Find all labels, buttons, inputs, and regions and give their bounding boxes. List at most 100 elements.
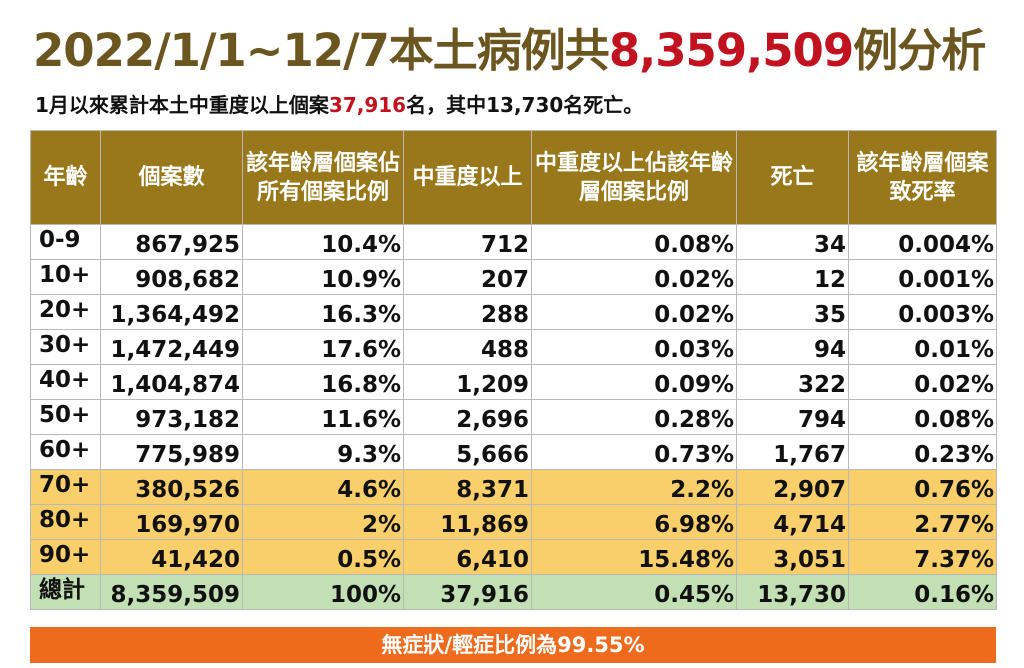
cell-case-count: 1,472,449 xyxy=(100,329,243,365)
cell-severe: 6,410 xyxy=(403,539,532,575)
cell-severe-share: 2.2% xyxy=(531,469,737,505)
cell-severe-share: 6.98% xyxy=(531,504,737,540)
header-row: 年齡 個案數 該年齡層個案佔所有個案比例 中重度以上 中重度以上佔該年齡層個案比… xyxy=(30,130,997,225)
cell-age: 60+ xyxy=(30,434,101,470)
cell-severe-share: 15.48% xyxy=(531,539,737,575)
cell-deaths: 12 xyxy=(736,259,849,295)
cell-age: 總計 xyxy=(30,574,101,610)
cell-case-count: 775,989 xyxy=(100,434,243,470)
cell-case-share: 0.5% xyxy=(242,539,404,575)
cell-deaths: 34 xyxy=(736,224,849,260)
table-row: 80+ 169,970 2% 11,869 6.98% 4,714 2.77% xyxy=(30,504,997,540)
cell-severe: 288 xyxy=(403,294,532,330)
cell-case-share: 2% xyxy=(242,504,404,540)
cell-age: 0-9 xyxy=(30,224,101,260)
cell-case-count: 1,404,874 xyxy=(100,364,243,400)
subtitle-prefix: 1月以來累計本土中重度以上個案 xyxy=(35,93,329,117)
cell-severe: 1,209 xyxy=(403,364,532,400)
cell-severe-share: 0.08% xyxy=(531,224,737,260)
cell-fatality-rate: 0.01% xyxy=(848,329,997,365)
asymptomatic-ratio-banner: 無症狀/輕症比例為99.55% xyxy=(30,627,996,663)
header-severe: 中重度以上 xyxy=(403,130,532,225)
cell-deaths: 94 xyxy=(736,329,849,365)
cell-severe-share: 0.02% xyxy=(531,294,737,330)
cell-severe: 11,869 xyxy=(403,504,532,540)
cell-severe-share: 0.45% xyxy=(531,574,737,610)
age-group-table: 年齡 個案數 該年齡層個案佔所有個案比例 中重度以上 中重度以上佔該年齡層個案比… xyxy=(30,130,997,610)
cell-deaths: 794 xyxy=(736,399,849,435)
cell-severe: 8,371 xyxy=(403,469,532,505)
cell-fatality-rate: 7.37% xyxy=(848,539,997,575)
cell-age: 10+ xyxy=(30,259,101,295)
cell-case-share: 16.8% xyxy=(242,364,404,400)
header-deaths: 死亡 xyxy=(736,130,849,225)
header-age: 年齡 xyxy=(30,130,101,225)
cell-age: 90+ xyxy=(30,539,101,575)
cell-severe: 5,666 xyxy=(403,434,532,470)
title-suffix: 例分析 xyxy=(853,24,986,77)
cell-severe-share: 0.03% xyxy=(531,329,737,365)
header-case-share: 該年齡層個案佔所有個案比例 xyxy=(242,130,404,225)
cell-case-share: 10.4% xyxy=(242,224,404,260)
header-fatality-rate: 該年齡層個案致死率 xyxy=(848,130,997,225)
cell-fatality-rate: 0.08% xyxy=(848,399,997,435)
cell-case-share: 9.3% xyxy=(242,434,404,470)
cell-fatality-rate: 0.003% xyxy=(848,294,997,330)
cell-case-count: 380,526 xyxy=(100,469,243,505)
cell-severe-share: 0.28% xyxy=(531,399,737,435)
table-row: 10+ 908,682 10.9% 207 0.02% 12 0.001% xyxy=(30,259,997,295)
cell-case-count: 41,420 xyxy=(100,539,243,575)
table-row: 90+ 41,420 0.5% 6,410 15.48% 3,051 7.37% xyxy=(30,539,997,575)
table-row: 70+ 380,526 4.6% 8,371 2.2% 2,907 0.76% xyxy=(30,469,997,505)
total-row: 總計 8,359,509 100% 37,916 0.45% 13,730 0.16% xyxy=(30,574,997,610)
page-subtitle: 1月以來累計本土中重度以上個案37,916名，其中13,730名死亡。 xyxy=(35,88,643,122)
cell-age: 70+ xyxy=(30,469,101,505)
cell-fatality-rate: 2.77% xyxy=(848,504,997,540)
cell-fatality-rate: 0.004% xyxy=(848,224,997,260)
table-row: 30+ 1,472,449 17.6% 488 0.03% 94 0.01% xyxy=(30,329,997,365)
cell-case-count: 867,925 xyxy=(100,224,243,260)
cell-case-share: 10.9% xyxy=(242,259,404,295)
cell-severe: 2,696 xyxy=(403,399,532,435)
cell-severe: 207 xyxy=(403,259,532,295)
cell-age: 50+ xyxy=(30,399,101,435)
cell-severe: 712 xyxy=(403,224,532,260)
cell-age: 20+ xyxy=(30,294,101,330)
cell-age: 80+ xyxy=(30,504,101,540)
cell-severe-share: 0.02% xyxy=(531,259,737,295)
cell-deaths: 13,730 xyxy=(736,574,849,610)
cell-case-share: 100% xyxy=(242,574,404,610)
cell-case-count: 973,182 xyxy=(100,399,243,435)
cell-deaths: 2,907 xyxy=(736,469,849,505)
subtitle-suffix: 名，其中13,730名死亡。 xyxy=(406,93,644,117)
cell-deaths: 35 xyxy=(736,294,849,330)
cell-case-share: 17.6% xyxy=(242,329,404,365)
cell-severe: 37,916 xyxy=(403,574,532,610)
table-row: 40+ 1,404,874 16.8% 1,209 0.09% 322 0.02% xyxy=(30,364,997,400)
table-row: 60+ 775,989 9.3% 5,666 0.73% 1,767 0.23% xyxy=(30,434,997,470)
table-row: 50+ 973,182 11.6% 2,696 0.28% 794 0.08% xyxy=(30,399,997,435)
cell-age: 30+ xyxy=(30,329,101,365)
cell-deaths: 1,767 xyxy=(736,434,849,470)
header-case-count: 個案數 xyxy=(100,130,243,225)
cell-severe-share: 0.73% xyxy=(531,434,737,470)
cell-severe: 488 xyxy=(403,329,532,365)
cell-deaths: 3,051 xyxy=(736,539,849,575)
cell-case-share: 16.3% xyxy=(242,294,404,330)
cell-fatality-rate: 0.16% xyxy=(848,574,997,610)
cell-fatality-rate: 0.76% xyxy=(848,469,997,505)
subtitle-severe-count: 37,916 xyxy=(328,93,407,117)
table-row: 20+ 1,364,492 16.3% 288 0.02% 35 0.003% xyxy=(30,294,997,330)
cell-severe-share: 0.09% xyxy=(531,364,737,400)
page-title: 2022/1/1~12/7本土病例共8,359,509例分析 xyxy=(33,20,1013,82)
table-row: 0-9 867,925 10.4% 712 0.08% 34 0.004% xyxy=(30,224,997,260)
cell-case-count: 169,970 xyxy=(100,504,243,540)
cell-deaths: 322 xyxy=(736,364,849,400)
cell-case-share: 4.6% xyxy=(242,469,404,505)
cell-fatality-rate: 0.02% xyxy=(848,364,997,400)
cell-fatality-rate: 0.001% xyxy=(848,259,997,295)
cell-case-count: 908,682 xyxy=(100,259,243,295)
cell-fatality-rate: 0.23% xyxy=(848,434,997,470)
header-severe-share: 中重度以上佔該年齡層個案比例 xyxy=(531,130,737,225)
cell-case-share: 11.6% xyxy=(242,399,404,435)
